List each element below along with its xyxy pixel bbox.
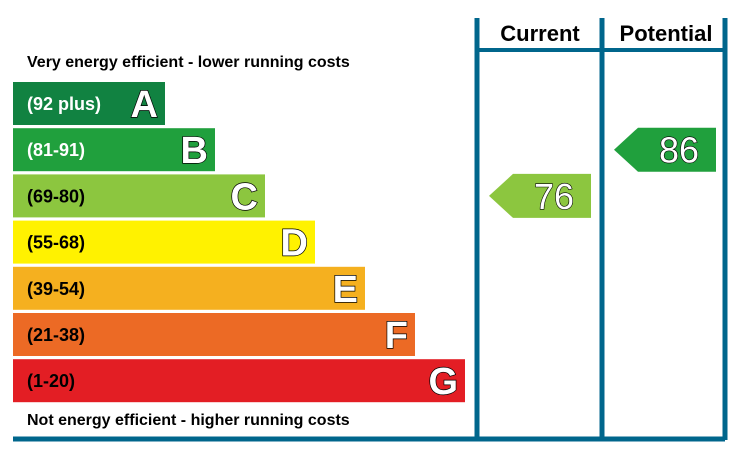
band-letter-g: G: [428, 361, 458, 403]
band-a: (92 plus) A: [13, 82, 165, 127]
band-letter-a: A: [131, 84, 158, 126]
band-g: (1-20) G: [13, 359, 465, 404]
band-range-f: (21-38): [27, 325, 85, 345]
current-column-header: Current: [500, 21, 580, 46]
band-letter-b: B: [181, 130, 208, 172]
potential-rating-value: 86: [659, 130, 699, 171]
rating-arrows: 76 86: [489, 127, 716, 218]
bottom-caption: Not energy efficient - higher running co…: [27, 412, 350, 429]
band-b: (81-91) B: [13, 128, 215, 173]
chart-labels: Very energy efficient - lower running co…: [27, 21, 712, 429]
band-letter-e: E: [333, 269, 358, 311]
band-bar-a: [13, 82, 165, 125]
band-bar-f: [13, 313, 415, 356]
band-bar-b: [13, 128, 215, 172]
top-caption: Very energy efficient - lower running co…: [27, 54, 350, 71]
band-c: (69-80) C: [13, 174, 265, 219]
band-letter-d: D: [281, 223, 308, 265]
potential-column-header: Potential: [620, 21, 713, 46]
potential-rating-arrow: [614, 127, 716, 172]
band-range-e: (39-54): [27, 279, 85, 299]
band-letter-f: F: [385, 315, 408, 357]
band-e: (39-54) E: [13, 266, 365, 311]
band-bar-g: [13, 359, 465, 403]
chart-frame: [13, 18, 728, 442]
band-f: (21-38) F: [13, 313, 415, 358]
band-range-b: (81-91): [27, 140, 85, 160]
band-bar-d: [13, 220, 315, 264]
band-range-g: (1-20): [27, 371, 75, 391]
current-rating-value: 76: [534, 176, 574, 217]
band-range-d: (55-68): [27, 233, 85, 253]
potential-rating: 86: [614, 127, 716, 172]
band-bar-e: [13, 266, 365, 310]
rating-bands: (92 plus) A(81-91) B(69-80) C(55-68) D(39-54…: [13, 82, 465, 404]
band-d: (55-68) D: [13, 220, 315, 265]
band-letter-c: C: [231, 176, 258, 218]
band-range-a: (92 plus): [27, 94, 101, 114]
band-range-c: (69-80): [27, 186, 85, 206]
current-rating: 76: [489, 173, 591, 218]
band-bar-c: [13, 174, 265, 218]
current-rating-arrow: [489, 173, 591, 218]
